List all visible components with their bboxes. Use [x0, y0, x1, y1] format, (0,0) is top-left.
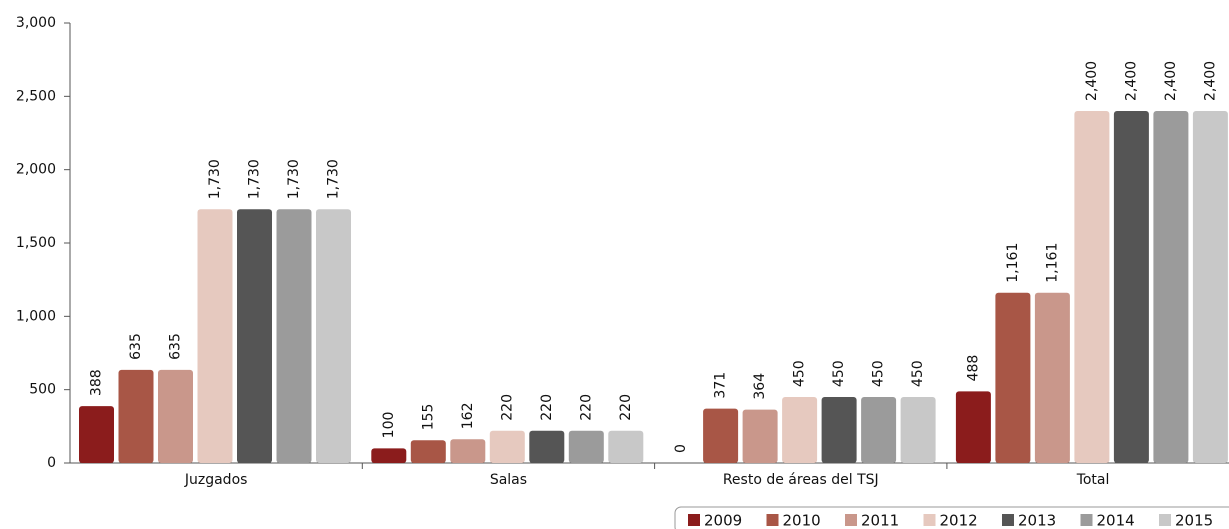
- value-label: 450: [871, 360, 887, 387]
- value-label: 2,400: [1202, 61, 1218, 101]
- bar: [821, 397, 857, 463]
- bar: [197, 209, 233, 463]
- legend-swatch: [1002, 514, 1014, 526]
- value-label: 0: [673, 444, 689, 453]
- value-label: 220: [539, 394, 555, 421]
- value-label: 488: [965, 355, 981, 382]
- value-label: 220: [499, 394, 515, 421]
- bar: [861, 397, 897, 463]
- value-label: 2,400: [1163, 61, 1179, 101]
- value-label: 450: [792, 360, 808, 387]
- legend-label: 2015: [1175, 512, 1213, 529]
- value-label: 2,400: [1123, 61, 1139, 101]
- x-tick-label: Resto de áreas del TSJ: [723, 472, 879, 488]
- value-label: 364: [752, 373, 768, 400]
- bar: [79, 406, 114, 463]
- bar: [1153, 111, 1189, 463]
- bar: [371, 448, 407, 463]
- legend-label: 2010: [783, 512, 821, 529]
- bar: [450, 439, 486, 463]
- value-label: 100: [381, 412, 397, 439]
- bar: [703, 408, 739, 463]
- bar: [995, 292, 1031, 463]
- bar: [237, 209, 272, 463]
- x-tick-label: Total: [1076, 472, 1110, 488]
- y-tick-label: 1,500: [16, 235, 56, 251]
- bar: [118, 369, 154, 463]
- legend-swatch: [1080, 514, 1093, 526]
- bar: [1113, 111, 1149, 463]
- bar: [782, 397, 818, 463]
- bar: [742, 409, 778, 463]
- legend-swatch: [923, 514, 936, 526]
- legend-swatch: [845, 514, 857, 526]
- value-label: 155: [420, 404, 436, 431]
- bar: [316, 209, 351, 463]
- y-tick-label: 3,000: [16, 15, 56, 31]
- y-tick-label: 2,500: [16, 88, 56, 104]
- y-tick-label: 2,000: [16, 162, 56, 178]
- legend-label: 2012: [940, 512, 978, 529]
- value-label: 220: [578, 394, 594, 421]
- legend-swatch: [766, 514, 779, 526]
- value-label: 220: [618, 394, 634, 421]
- bar: [608, 430, 644, 463]
- value-label: 1,730: [326, 159, 342, 199]
- value-label: 450: [831, 360, 847, 387]
- value-label: 635: [168, 333, 184, 360]
- legend-swatch: [688, 514, 700, 526]
- bar: [955, 391, 991, 463]
- value-label: 635: [128, 333, 144, 360]
- value-label: 450: [910, 360, 926, 387]
- bar: [276, 209, 312, 463]
- y-tick-label: 0: [47, 455, 56, 471]
- bar: [410, 440, 446, 463]
- value-label: 162: [460, 403, 476, 430]
- legend-label: 2011: [861, 512, 899, 529]
- x-tick-label: Juzgados: [184, 472, 248, 488]
- bar: [568, 430, 604, 463]
- bar: [529, 430, 565, 463]
- bar: [1074, 111, 1110, 463]
- bar: [900, 397, 936, 463]
- bar: [1192, 111, 1228, 463]
- legend-label: 2014: [1097, 512, 1135, 529]
- bar: [158, 369, 193, 463]
- y-tick-label: 1,000: [16, 308, 56, 324]
- legend-label: 2009: [704, 512, 742, 529]
- value-label: 1,161: [1005, 243, 1021, 283]
- y-tick-label: 500: [29, 382, 56, 398]
- value-label: 1,730: [247, 159, 263, 199]
- legend-swatch: [1159, 514, 1171, 526]
- bar: [1034, 292, 1070, 463]
- legend-label: 2013: [1018, 512, 1056, 529]
- value-label: 1,161: [1044, 243, 1060, 283]
- legend-box: [674, 506, 1229, 529]
- x-tick-label: Salas: [490, 472, 527, 488]
- value-label: 1,730: [286, 159, 302, 199]
- bar: [489, 430, 525, 463]
- value-label: 388: [89, 369, 105, 396]
- value-label: 2,400: [1084, 61, 1100, 101]
- value-label: 371: [713, 372, 729, 399]
- value-label: 1,730: [207, 159, 223, 199]
